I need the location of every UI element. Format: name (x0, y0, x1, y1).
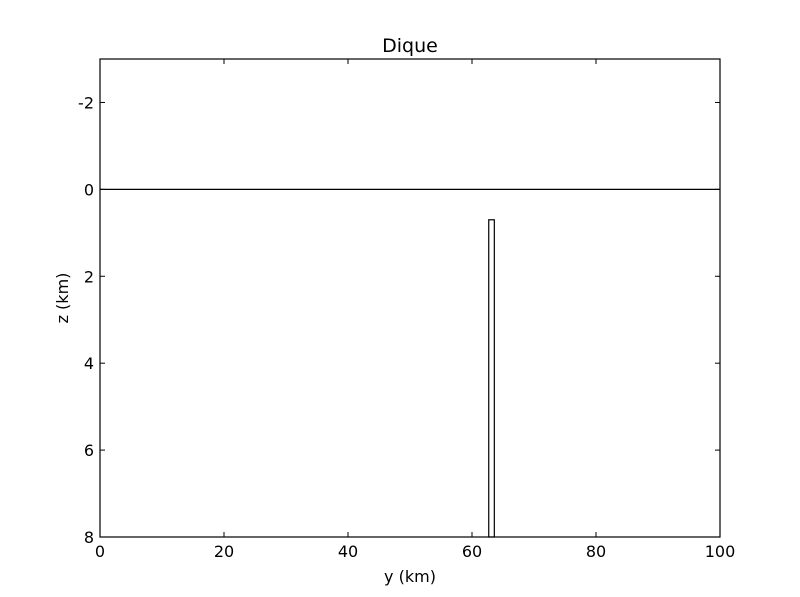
plot-area (99, 58, 721, 538)
dike-rectangle (488, 219, 495, 538)
x-tick-label: 80 (586, 542, 606, 561)
x-axis-ticks: 0 20 40 60 80 100 (95, 59, 735, 561)
y-axis-ticks: -2 0 2 4 6 8 (78, 93, 720, 547)
x-tick-label: 0 (95, 542, 105, 561)
y-axis-label: z (km) (53, 273, 72, 324)
y-tick-label: -2 (78, 93, 94, 112)
y-tick-label: 2 (84, 267, 94, 286)
chart-title: Dique (382, 35, 438, 57)
y-tick-label: 8 (84, 528, 94, 547)
x-tick-label: 40 (338, 542, 358, 561)
y-tick-label: 0 (84, 180, 94, 199)
x-tick-label: 60 (462, 542, 482, 561)
x-axis-label: y (km) (384, 567, 436, 586)
x-tick-label: 20 (214, 542, 234, 561)
plot-frame (99, 58, 721, 538)
y-tick-label: 4 (84, 354, 94, 373)
x-tick-label: 100 (705, 542, 736, 561)
y-tick-label: 6 (84, 441, 94, 460)
